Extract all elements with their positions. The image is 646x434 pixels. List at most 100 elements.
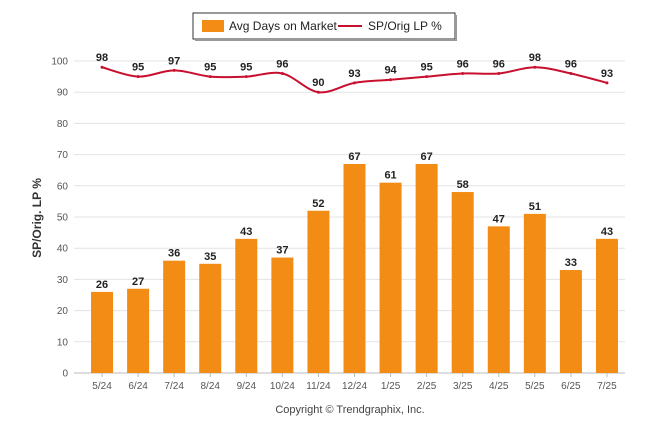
y-tick-label: 20 (57, 306, 69, 317)
y-axis-ticks: 0 10 20 30 40 50 60 70 80 90 100 (51, 57, 68, 380)
legend-box (192, 12, 456, 40)
bar (451, 192, 474, 373)
line-series (100, 65, 609, 94)
bar-data-label: 35 (204, 251, 216, 263)
bar (271, 257, 294, 373)
bar-data-label: 37 (276, 245, 288, 257)
line-point (244, 75, 248, 79)
x-tick-label: 6/24 (128, 381, 148, 392)
bar (415, 163, 438, 373)
line-point (316, 90, 320, 94)
x-tick-label: 4/25 (489, 381, 509, 392)
x-tick-label: 12/24 (342, 381, 367, 392)
line-data-label: 97 (168, 55, 180, 67)
y-tick-label: 60 (57, 181, 69, 192)
y-tick-label: 40 (57, 244, 69, 255)
line-point (136, 75, 140, 79)
x-tick-label: 7/25 (597, 381, 617, 392)
bar-data-labels: 26 27 36 35 43 37 52 67 61 67 58 47 51 33 43 (96, 151, 613, 291)
line-data-label: 90 (312, 77, 324, 89)
y-tick-label: 90 (57, 88, 69, 99)
line-data-label: 93 (601, 68, 613, 80)
bar (379, 182, 402, 373)
bar (307, 210, 330, 373)
x-tick-label: 7/24 (164, 381, 184, 392)
bar-data-label: 58 (457, 179, 469, 191)
y-tick-label: 10 (57, 337, 69, 348)
line-data-label: 96 (457, 58, 469, 70)
bar-data-label: 26 (96, 279, 108, 291)
bar (343, 163, 366, 373)
x-tick-label: 8/24 (200, 381, 220, 392)
line-point (533, 65, 537, 69)
line-data-label: 93 (348, 68, 360, 80)
line-point (353, 81, 356, 85)
legend-box-shadow-bottom (195, 39, 457, 41)
line-data-label: 98 (96, 52, 108, 64)
x-tick-label: 10/24 (270, 381, 295, 392)
bar (91, 291, 114, 373)
bar-data-label: 33 (565, 257, 577, 269)
line-point (425, 75, 429, 79)
line-point (280, 71, 284, 75)
bar-data-label: 61 (384, 170, 396, 182)
line-data-label: 98 (529, 52, 541, 64)
bar (163, 260, 186, 373)
line-data-label: 95 (240, 62, 252, 74)
bar-data-label: 51 (529, 201, 541, 213)
bar-series (91, 163, 618, 373)
bar-data-label: 27 (132, 276, 144, 288)
bar (235, 238, 258, 373)
bar (595, 238, 618, 373)
legend-line-label: SP/Orig LP % (368, 19, 442, 33)
y-tick-label: 100 (51, 57, 68, 68)
line-data-label: 95 (132, 62, 144, 74)
line-point (569, 71, 573, 75)
bar (199, 263, 222, 373)
bar (559, 270, 582, 373)
legend: Avg Days on Market SP/Orig LP % (192, 12, 457, 41)
bar-data-label: 47 (493, 213, 505, 225)
line-point (497, 71, 501, 75)
line-data-label: 96 (493, 58, 505, 70)
y-tick-label: 0 (62, 369, 68, 380)
bar (523, 213, 546, 373)
legend-bar-label: Avg Days on Market (229, 19, 337, 33)
bar-data-label: 52 (312, 198, 324, 210)
y-tick-label: 80 (57, 119, 69, 130)
x-tick-label: 2/25 (417, 381, 437, 392)
line-data-label: 94 (384, 65, 397, 77)
bar-data-label: 67 (348, 151, 360, 163)
bar-data-label: 36 (168, 248, 180, 260)
line-data-label: 95 (204, 62, 216, 74)
x-axis-ticks: 5/24 6/24 7/24 8/24 9/24 10/24 11/24 12/24 1/25 2… (92, 373, 617, 392)
copyright-text: Copyright © Trendgraphix, Inc. (275, 404, 424, 416)
bar-data-label: 67 (421, 151, 433, 163)
x-tick-label: 3/25 (453, 381, 473, 392)
x-tick-label: 11/24 (306, 381, 331, 392)
line-data-labels: 98 95 97 95 95 96 90 93 94 95 96 96 98 96 93 (96, 52, 613, 89)
x-tick-label: 5/25 (525, 381, 545, 392)
line-data-label: 96 (565, 58, 577, 70)
line-point (605, 81, 609, 85)
line-data-label: 95 (421, 62, 433, 74)
line-point (100, 65, 104, 69)
y-tick-label: 30 (57, 275, 69, 286)
line-point (208, 75, 212, 79)
bar-data-label: 43 (240, 226, 252, 238)
y-tick-label: 70 (57, 150, 69, 161)
line-data-label: 96 (276, 58, 288, 70)
line-point (389, 78, 393, 82)
bar (487, 226, 510, 373)
x-tick-label: 5/24 (92, 381, 112, 392)
x-tick-label: 9/24 (237, 381, 257, 392)
line-point (172, 68, 176, 72)
y-axis-label: SP/Orig. LP % (30, 178, 44, 258)
x-tick-label: 6/25 (561, 381, 581, 392)
y-tick-label: 50 (57, 213, 69, 224)
bar-data-label: 43 (601, 226, 613, 238)
x-tick-label: 1/25 (381, 381, 401, 392)
legend-bar-swatch (202, 20, 224, 32)
bar (127, 288, 150, 373)
